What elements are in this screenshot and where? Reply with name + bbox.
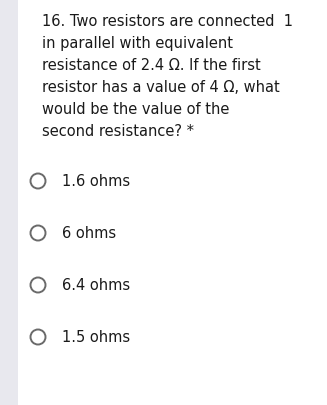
Bar [0, 0, 18, 405]
Text: in parallel with equivalent: in parallel with equivalent [42, 36, 233, 51]
Text: resistance of 2.4 Ω. If the first: resistance of 2.4 Ω. If the first [42, 58, 261, 73]
Text: 6.4 ohms: 6.4 ohms [62, 277, 130, 292]
Text: would be the value of the: would be the value of the [42, 102, 229, 117]
Text: 6 ohms: 6 ohms [62, 226, 116, 241]
Text: resistor has a value of 4 Ω, what: resistor has a value of 4 Ω, what [42, 80, 280, 95]
Text: second resistance? *: second resistance? * [42, 124, 194, 139]
Text: 1.6 ohms: 1.6 ohms [62, 173, 130, 188]
Text: 1.5 ohms: 1.5 ohms [62, 330, 130, 345]
Text: 16. Two resistors are connected  1: 16. Two resistors are connected 1 [42, 14, 293, 29]
